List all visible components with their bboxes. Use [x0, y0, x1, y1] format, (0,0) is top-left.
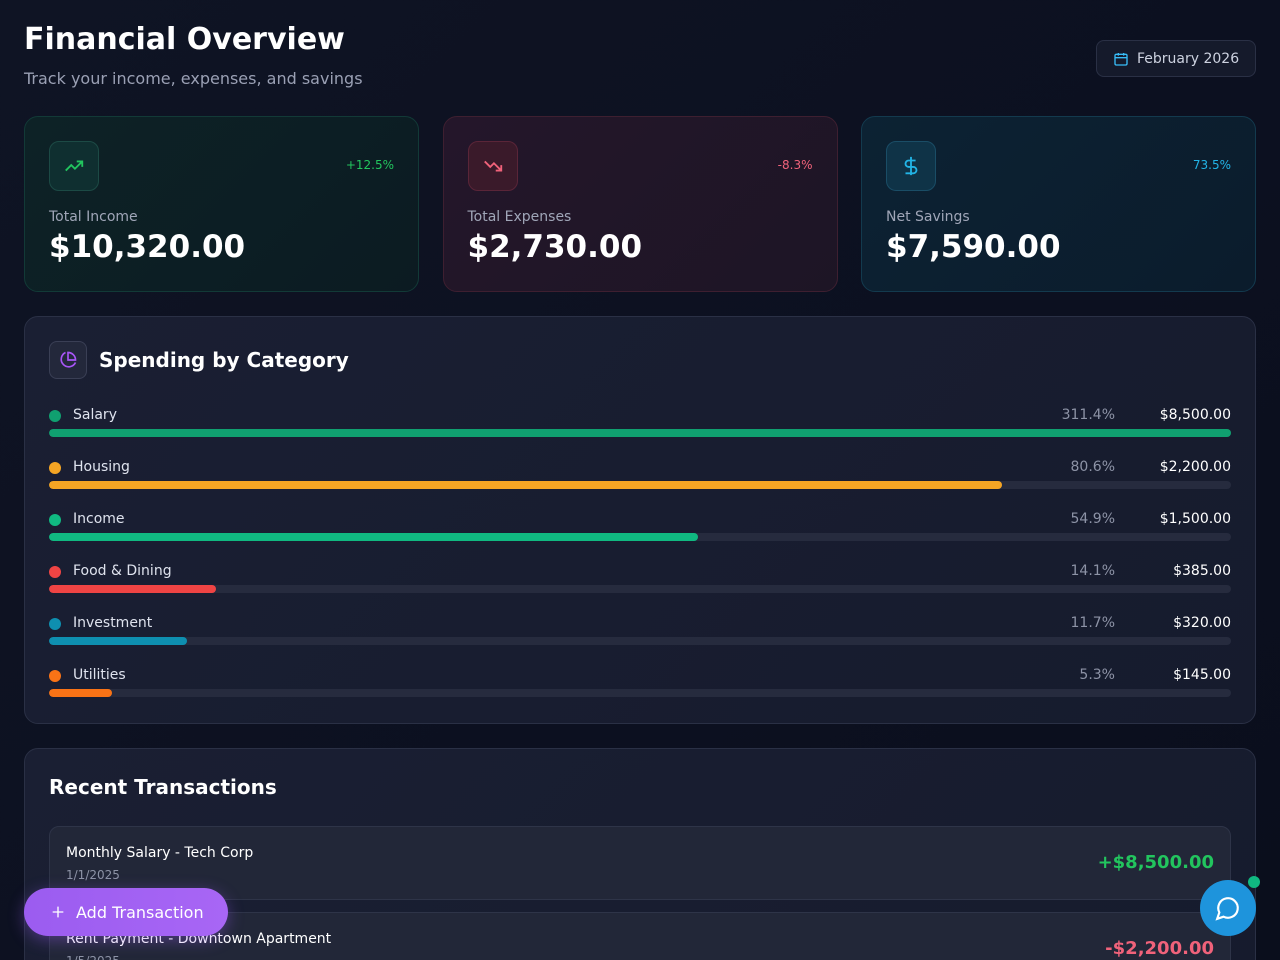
card-value: $10,320.00 — [49, 229, 246, 265]
chat-icon — [1215, 897, 1239, 921]
category-name: Income — [73, 511, 125, 527]
transaction-item: Rent Payment - Downtown Apartment1/5/202… — [49, 912, 1231, 960]
transaction-amount: -$2,200.00 — [1105, 938, 1214, 959]
category-dot — [49, 514, 61, 526]
category-amount: $145.00 — [1173, 667, 1231, 683]
category-amount: $2,200.00 — [1159, 459, 1231, 475]
progress-bar — [49, 637, 188, 645]
card-label: Net Savings — [886, 209, 970, 225]
category-dot — [49, 410, 61, 422]
progress-track — [49, 533, 1231, 541]
transaction-description: Monthly Salary - Tech Corp — [66, 845, 254, 861]
category-name: Utilities — [73, 667, 126, 683]
progress-bar — [49, 533, 698, 541]
card-glyph — [483, 160, 502, 172]
add-transaction-button[interactable]: Add Transaction — [24, 888, 228, 936]
card-icon — [49, 141, 99, 191]
transactions-panel: Recent Transactions Monthly Salary - Tec… — [24, 748, 1256, 960]
card-icon — [467, 141, 518, 191]
category-dot — [49, 670, 61, 682]
category-amount: $385.00 — [1173, 563, 1231, 579]
progress-track — [49, 689, 1231, 697]
spending-panel: Spending by Category Salary 311.4% $8,500.… — [24, 316, 1256, 724]
category-row: Investment 11.7% $320.00 — [49, 611, 1231, 651]
card-icon — [886, 141, 936, 191]
category-row: Housing 80.6% $2,200.00 — [49, 455, 1231, 495]
transaction-date: 1/5/2025 — [66, 954, 120, 960]
pie-glyph — [60, 351, 77, 368]
category-amount: $8,500.00 — [1159, 407, 1231, 423]
transaction-date: 1/1/2025 — [66, 868, 120, 882]
progress-bar — [49, 689, 112, 697]
transactions-title: Recent Transactions — [49, 775, 277, 799]
online-indicator — [1248, 876, 1260, 888]
category-row: Utilities 5.3% $145.00 — [49, 663, 1231, 703]
category-percent: 5.3% — [1079, 667, 1115, 683]
progress-track — [49, 585, 1231, 593]
transaction-amount: +$8,500.00 — [1097, 852, 1214, 873]
chat-button[interactable] — [1200, 880, 1256, 936]
progress-bar — [49, 429, 1231, 437]
category-percent: 14.1% — [1070, 563, 1115, 579]
spending-title: Spending by Category — [99, 348, 349, 372]
card-label: Total Income — [49, 209, 138, 225]
card-change: -8.3% — [777, 158, 813, 172]
category-percent: 54.9% — [1070, 511, 1115, 527]
category-row: Salary 311.4% $8,500.00 — [49, 403, 1231, 443]
card-value: $7,590.00 — [886, 229, 1061, 265]
category-percent: 80.6% — [1070, 459, 1115, 475]
progress-track — [49, 637, 1231, 645]
category-name: Salary — [73, 407, 117, 423]
category-dot — [49, 462, 61, 474]
plus-icon — [52, 906, 64, 918]
category-name: Food & Dining — [73, 563, 172, 579]
category-dot — [49, 566, 61, 578]
card-glyph — [904, 156, 918, 176]
add-transaction-label: Add Transaction — [76, 902, 204, 922]
summary-card: -8.3% Total Expenses $2,730.00 — [442, 116, 838, 292]
category-amount: $320.00 — [1173, 615, 1231, 631]
progress-track — [49, 429, 1231, 437]
card-label: Total Expenses — [467, 209, 572, 225]
transaction-item: Monthly Salary - Tech Corp 1/1/2025 +$8,50… — [49, 826, 1231, 900]
progress-bar — [49, 585, 216, 593]
category-row: Income 54.9% $1,500.00 — [49, 507, 1231, 547]
category-dot — [49, 618, 61, 630]
progress-bar — [49, 481, 1002, 489]
category-row: Food & Dining 14.1% $385.00 — [49, 559, 1231, 599]
calendar-icon — [1114, 52, 1128, 66]
category-name: Housing — [73, 459, 130, 475]
category-percent: 11.7% — [1070, 615, 1115, 631]
summary-card: +12.5% Total Income $10,320.00 — [24, 116, 419, 292]
date-label: February 2026 — [1137, 50, 1240, 67]
card-change: 73.5% — [1192, 158, 1231, 172]
card-change: +12.5% — [345, 158, 394, 172]
page-subtitle: Track your income, expenses, and savings — [24, 69, 363, 88]
pie-icon — [49, 341, 87, 379]
page-title: Financial Overview — [24, 22, 345, 57]
category-percent: 311.4% — [1061, 407, 1115, 423]
card-value: $2,730.00 — [467, 229, 643, 265]
date-picker[interactable]: February 2026 — [1096, 40, 1256, 77]
card-glyph — [65, 160, 84, 172]
summary-card: 73.5% Net Savings $7,590.00 — [861, 116, 1256, 292]
category-name: Investment — [73, 615, 153, 631]
category-amount: $1,500.00 — [1159, 511, 1231, 527]
progress-track — [49, 481, 1231, 489]
